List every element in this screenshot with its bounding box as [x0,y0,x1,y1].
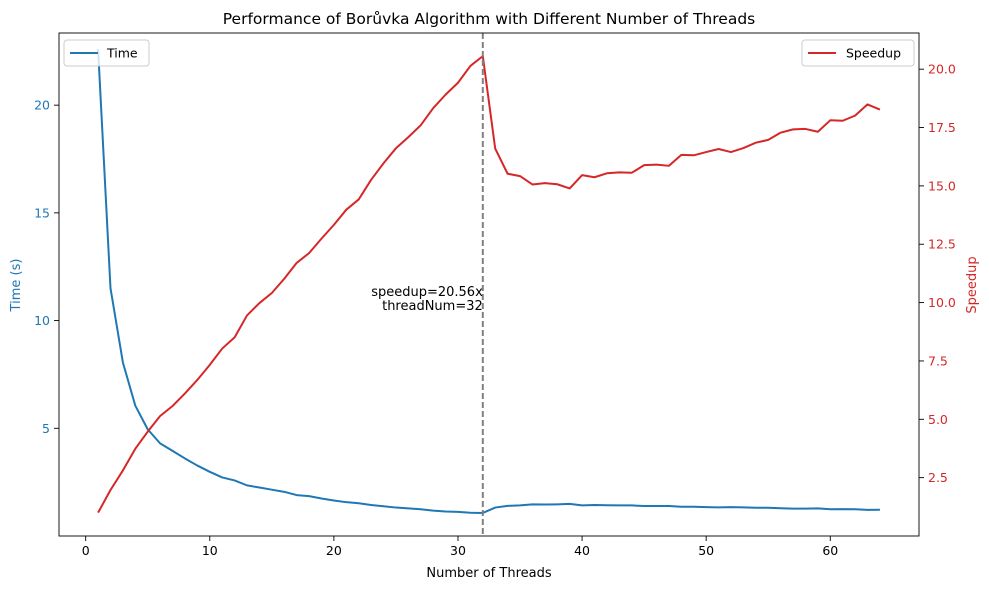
y-right-axis-title: Speedup [965,256,980,313]
legend-time: Time [63,39,150,67]
x-tick-label: 50 [698,543,714,558]
x-tick-label: 10 [202,543,218,558]
y-right-tick-label: 12.5 [928,237,956,252]
annotation-speedup: speedup=20.56x [371,285,483,300]
chart-title: Performance of Borůvka Algorithm with Di… [223,10,755,28]
y-left-tick-label: 5 [42,421,50,436]
annotation-threadnum: threadNum=32 [382,299,483,314]
legend-time-box [63,39,150,67]
speedup-series-line [97,55,881,514]
y-left-axis-ticks: 5 10 15 20 [34,98,59,436]
x-tick-label: 20 [326,543,342,558]
legend-speedup-box [801,39,915,67]
x-tick-label: 30 [450,543,466,558]
y-right-tick-label: 2.5 [928,470,948,485]
y-right-tick-label: 20.0 [928,62,956,77]
x-tick-label: 0 [82,543,90,558]
x-tick-label: 60 [822,543,838,558]
legend-speedup-label: Speedup [846,46,901,61]
y-right-tick-label: 15.0 [928,178,956,193]
x-axis-title: Number of Threads [426,566,551,581]
time-series [97,49,880,514]
y-right-tick-label: 7.5 [928,353,948,368]
x-axis-ticks: 0 10 20 30 40 50 60 [82,536,838,558]
y-left-tick-label: 10 [34,313,50,328]
plot-background [59,33,919,536]
speedup-series [97,55,881,514]
y-right-tick-label: 17.5 [928,120,956,135]
legend-time-label: Time [106,46,138,61]
y-right-tick-label: 5.0 [928,412,948,427]
y-left-axis-title: Time (s) [9,259,24,313]
y-left-tick-label: 20 [34,98,50,113]
x-tick-label: 40 [574,543,590,558]
y-left-tick-label: 15 [34,205,50,220]
plot-area [58,32,920,537]
y-right-tick-label: 10.0 [928,295,956,310]
legend-speedup: Speedup [801,39,915,67]
plot-frame [58,32,920,537]
annotation: speedup=20.56x threadNum=32 [371,285,483,314]
y-right-axis-ticks: 2.5 5.0 7.5 10.0 12.5 15.0 17.5 20.0 [919,62,956,485]
time-series-line [97,49,880,514]
